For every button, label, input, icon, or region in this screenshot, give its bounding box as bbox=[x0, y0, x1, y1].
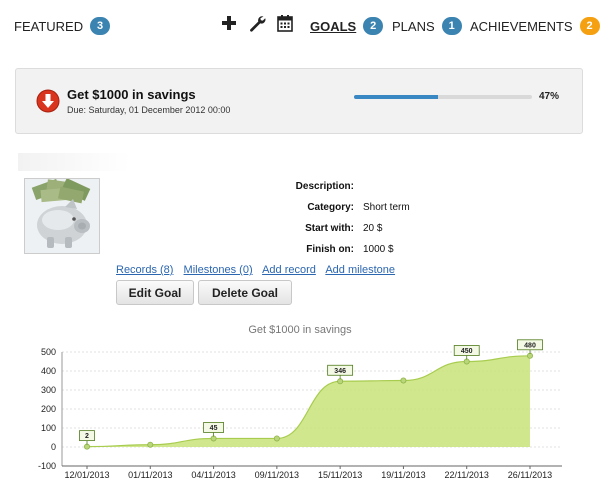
nav-plans-label: PLANS bbox=[392, 18, 435, 34]
goals-count-badge: 2 bbox=[363, 17, 384, 35]
start-with-value: 20 $ bbox=[363, 223, 383, 234]
data-point bbox=[84, 443, 91, 450]
data-label: 45 bbox=[210, 425, 218, 432]
x-tick-label: 19/11/2013 bbox=[381, 470, 425, 480]
goal-title: Get $1000 in savings bbox=[67, 87, 196, 102]
plans-count-badge: 1 bbox=[441, 17, 462, 35]
start-with-label: Start with: bbox=[305, 223, 354, 234]
y-tick-label: 400 bbox=[41, 366, 56, 376]
money-bills bbox=[31, 179, 91, 204]
data-label: 346 bbox=[334, 368, 346, 375]
nav-plans[interactable]: PLANS 1 bbox=[392, 17, 462, 35]
edit-goal-button[interactable]: Edit Goal bbox=[116, 280, 194, 305]
goal-image bbox=[24, 178, 100, 254]
data-point bbox=[337, 378, 344, 385]
goal-progress-fill bbox=[354, 95, 438, 99]
data-point bbox=[400, 377, 407, 384]
records-link[interactable]: Records (8) bbox=[116, 264, 174, 276]
category-value: Short term bbox=[363, 202, 410, 213]
delete-goal-button[interactable]: Delete Goal bbox=[198, 280, 292, 305]
y-tick-label: 0 bbox=[51, 442, 56, 452]
goal-progress-bar bbox=[354, 95, 532, 99]
x-tick-label: 01/11/2013 bbox=[128, 470, 172, 480]
milestones-link[interactable]: Milestones (0) bbox=[183, 264, 253, 276]
data-label-box bbox=[517, 339, 543, 351]
x-tick-label: 26/11/2013 bbox=[508, 470, 552, 480]
x-tick-label: 15/11/2013 bbox=[318, 470, 362, 480]
finish-on-label: Finish on: bbox=[306, 244, 354, 255]
goal-summary-panel: Get $1000 in savings Due: Saturday, 01 D… bbox=[15, 68, 583, 134]
data-label: 2 bbox=[85, 433, 89, 440]
data-point bbox=[147, 441, 154, 448]
arrow-down-icon bbox=[36, 89, 60, 113]
chart-title: Get $1000 in savings bbox=[248, 324, 352, 336]
nav-goals-label: GOALS bbox=[310, 18, 357, 34]
category-label: Category: bbox=[307, 202, 354, 213]
featured-count-badge: 3 bbox=[90, 17, 111, 35]
section-divider bbox=[18, 153, 130, 171]
y-tick-label: 200 bbox=[41, 404, 56, 414]
goal-links: Records (8) Milestones (0) Add record Ad… bbox=[116, 264, 402, 276]
nav-goals[interactable]: GOALS 2 bbox=[310, 17, 384, 35]
nav-achievements[interactable]: ACHIEVEMENTS 2 bbox=[470, 17, 600, 35]
top-nav: FEATURED 3 GOALS 2 PLANS 1 ACHIEVEMENTS … bbox=[0, 0, 600, 48]
description-label: Description: bbox=[295, 181, 354, 192]
area-fill bbox=[87, 355, 530, 447]
add-record-link[interactable]: Add record bbox=[262, 264, 316, 276]
x-tick-label: 12/01/2013 bbox=[64, 470, 109, 480]
x-tick-label: 22/11/2013 bbox=[445, 470, 489, 480]
add-milestone-link[interactable]: Add milestone bbox=[325, 264, 396, 276]
data-label: 450 bbox=[461, 348, 473, 355]
plus-icon[interactable] bbox=[220, 14, 238, 32]
nav-achievements-label: ACHIEVEMENTS bbox=[470, 18, 573, 34]
data-label-box bbox=[79, 430, 95, 442]
x-tick-label: 04/11/2013 bbox=[191, 470, 235, 480]
nav-featured-label: FEATURED bbox=[14, 18, 84, 34]
finish-on-value: 1000 $ bbox=[363, 244, 394, 255]
achievements-count-badge: 2 bbox=[579, 17, 600, 35]
y-tick-label: 300 bbox=[41, 385, 56, 395]
wrench-icon[interactable] bbox=[248, 14, 266, 32]
goal-progress-percent: 47% bbox=[539, 91, 560, 102]
y-tick-label: 100 bbox=[41, 423, 56, 433]
data-point bbox=[210, 435, 217, 442]
calendar-icon[interactable] bbox=[276, 14, 294, 32]
piggy-bank-image bbox=[25, 179, 99, 253]
savings-chart: 500 400 300 200 100 0 -100 12/01/2013 01/11/2013… bbox=[38, 339, 562, 480]
data-point bbox=[273, 435, 280, 442]
y-tick-label: -100 bbox=[38, 461, 56, 471]
x-tick-label: 09/11/2013 bbox=[255, 470, 299, 480]
data-label: 480 bbox=[524, 342, 536, 349]
nav-featured[interactable]: FEATURED 3 bbox=[14, 17, 111, 35]
data-point bbox=[463, 358, 470, 365]
y-tick-label: 500 bbox=[41, 347, 56, 357]
series-line bbox=[86, 355, 531, 448]
goal-due-date: Due: Saturday, 01 December 2012 00:00 bbox=[67, 105, 231, 115]
data-point bbox=[527, 352, 534, 359]
